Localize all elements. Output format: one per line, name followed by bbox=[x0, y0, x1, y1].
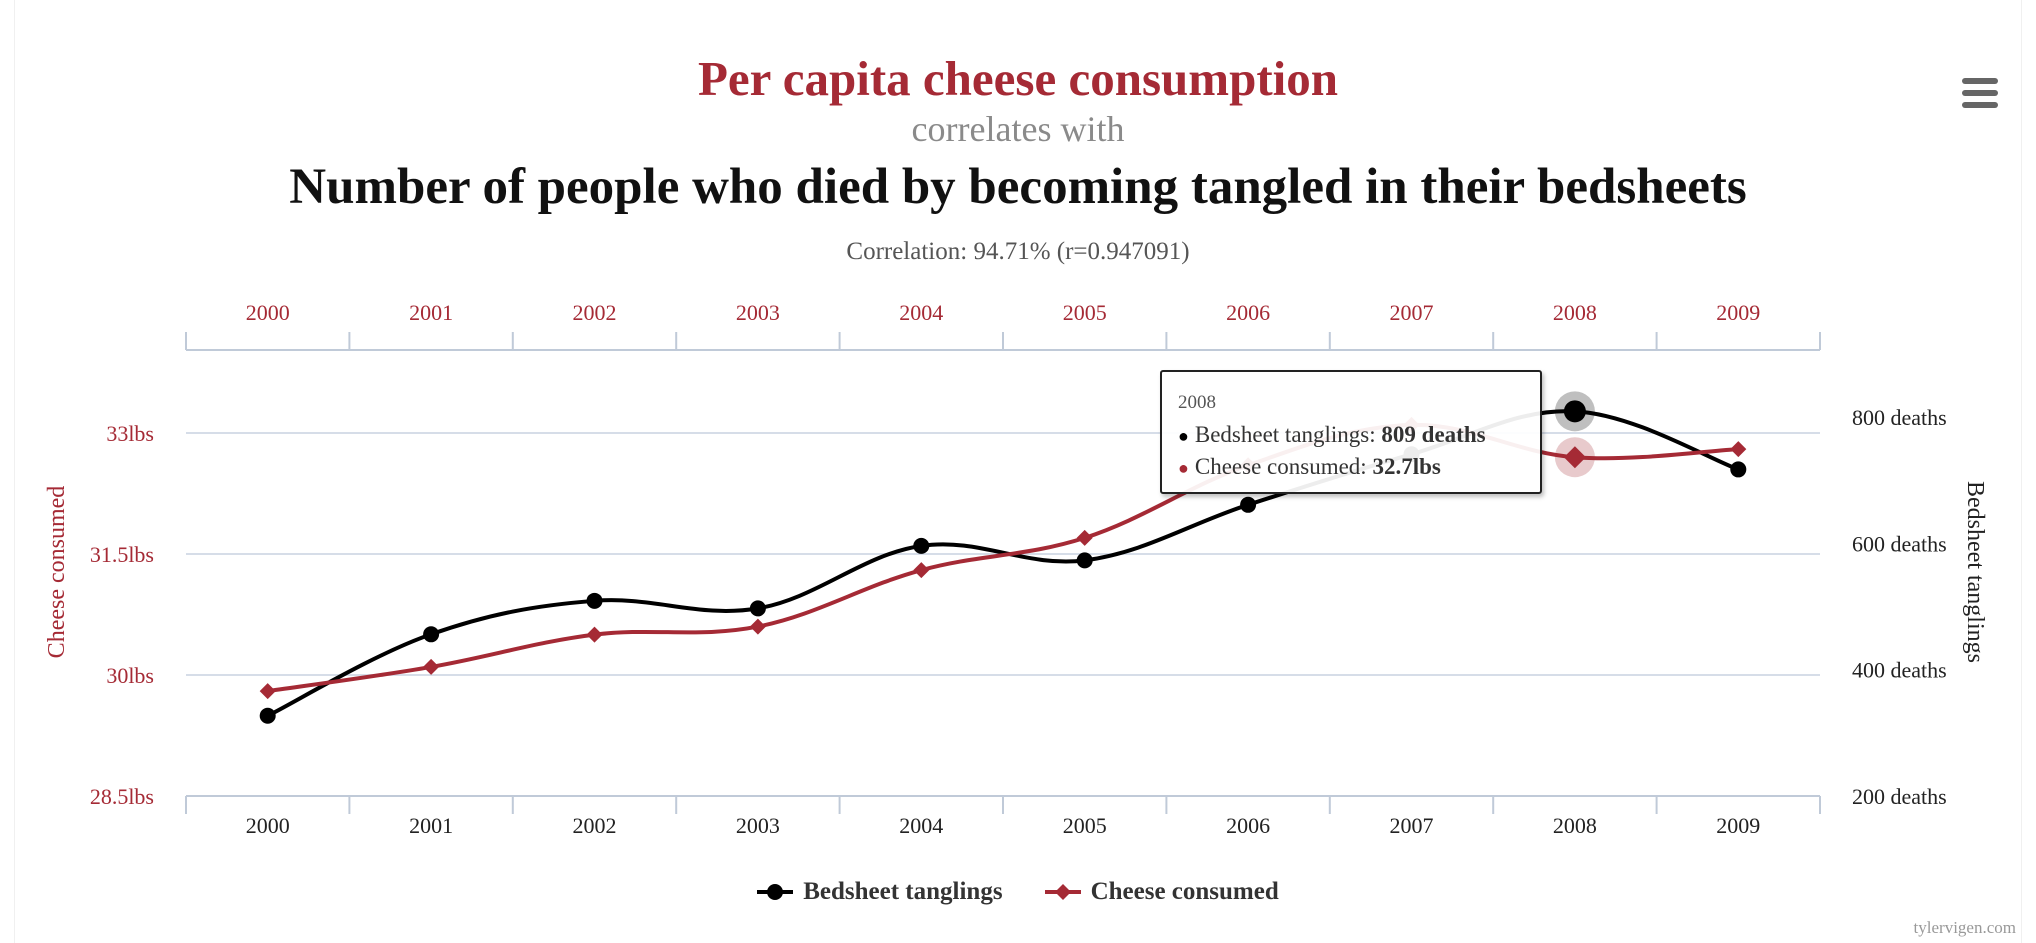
tooltip-cheese-row: ● Cheese consumed: 32.7lbs bbox=[1178, 454, 1540, 480]
data-point-cheese[interactable] bbox=[1563, 446, 1586, 469]
data-point-cheese[interactable] bbox=[259, 683, 276, 700]
x-tick-label: 2001 bbox=[409, 813, 453, 838]
legend-cheese-label: Cheese consumed bbox=[1090, 878, 1279, 905]
x-top-tick-label: 2009 bbox=[1716, 300, 1760, 325]
tooltip-bedsheet-label: Bedsheet tanglings: bbox=[1194, 422, 1382, 447]
chart-title-secondary: Number of people who died by becoming ta… bbox=[289, 159, 1747, 215]
x-top-tick-label: 2004 bbox=[899, 300, 943, 325]
x-tick-label: 2000 bbox=[246, 813, 290, 838]
data-point-bedsheet[interactable] bbox=[586, 592, 603, 609]
right-tick-label: 600 deaths bbox=[1852, 531, 1947, 556]
chart-subtitle: correlates with bbox=[911, 109, 1125, 149]
x-tick-label: 2004 bbox=[899, 813, 943, 838]
tooltip-bedsheet-row: ● Bedsheet tanglings: 809 deaths bbox=[1178, 422, 1540, 448]
x-top-tick-label: 2002 bbox=[573, 300, 617, 325]
data-point-cheese[interactable] bbox=[1730, 441, 1747, 458]
tooltip-year: 2008 bbox=[1178, 392, 1216, 413]
x-top-tick-label: 2008 bbox=[1553, 300, 1597, 325]
left-tick-label: 31.5lbs bbox=[90, 542, 154, 567]
data-point-bedsheet[interactable] bbox=[749, 600, 766, 617]
x-top-tick-label: 2003 bbox=[736, 300, 780, 325]
x-top-tick-label: 2000 bbox=[246, 300, 290, 325]
tooltip-cheese-label: Cheese consumed: bbox=[1194, 454, 1373, 479]
data-point-bedsheet[interactable] bbox=[913, 537, 930, 554]
menu-bar bbox=[1962, 78, 1998, 84]
right-tick-label: 400 deaths bbox=[1852, 658, 1947, 683]
tooltip-bedsheet-value: 809 deaths bbox=[1381, 422, 1486, 447]
legend-item-bedsheet[interactable]: Bedsheet tanglings bbox=[757, 878, 1003, 906]
left-tick-label: 28.5lbs bbox=[90, 784, 154, 809]
data-point-cheese[interactable] bbox=[586, 626, 603, 643]
chart-legend: Bedsheet tanglings Cheese consumed bbox=[0, 876, 2036, 908]
data-point-cheese[interactable] bbox=[749, 618, 766, 635]
right-tick-label: 200 deaths bbox=[1852, 784, 1947, 809]
left-tick-label: 33lbs bbox=[106, 421, 154, 446]
tooltip-cheese-dot-icon: ● bbox=[1178, 458, 1189, 478]
data-point-bedsheet[interactable] bbox=[423, 626, 440, 643]
x-tick-label: 2003 bbox=[736, 813, 780, 838]
data-point-cheese[interactable] bbox=[913, 562, 930, 579]
data-point-bedsheet[interactable] bbox=[1076, 552, 1093, 569]
correlation-text: Correlation: 94.71% (r=0.947091) bbox=[846, 238, 1190, 265]
data-point-bedsheet[interactable] bbox=[259, 707, 276, 724]
x-tick-label: 2009 bbox=[1716, 813, 1760, 838]
chart-title: Per capita cheese consumption bbox=[697, 51, 1339, 106]
tooltip-bedsheet-dot-icon: ● bbox=[1178, 426, 1189, 446]
data-point-bedsheet[interactable] bbox=[1563, 400, 1586, 423]
legend-bedsheet-marker-icon bbox=[757, 884, 794, 900]
left-axis-title: Cheese consumed bbox=[44, 486, 70, 659]
x-tick-label: 2006 bbox=[1226, 813, 1270, 838]
chart-frame bbox=[14, 0, 2022, 943]
x-tick-label: 2008 bbox=[1553, 813, 1597, 838]
right-axis-title: Bedsheet tanglings bbox=[1962, 481, 1988, 663]
x-top-tick-label: 2005 bbox=[1063, 300, 1107, 325]
x-tick-label: 2007 bbox=[1390, 813, 1434, 838]
legend-cheese-marker-icon bbox=[1044, 884, 1081, 900]
data-point-bedsheet[interactable] bbox=[1240, 496, 1257, 513]
menu-bar bbox=[1962, 102, 1998, 108]
right-tick-label: 800 deaths bbox=[1852, 405, 1947, 430]
data-point-cheese[interactable] bbox=[423, 658, 440, 675]
x-tick-label: 2005 bbox=[1063, 813, 1107, 838]
x-top-tick-label: 2006 bbox=[1226, 300, 1270, 325]
tooltip-cheese-value: 32.7lbs bbox=[1372, 454, 1441, 479]
data-point-bedsheet[interactable] bbox=[1730, 461, 1747, 478]
legend-item-cheese[interactable]: Cheese consumed bbox=[1044, 878, 1279, 906]
credit-text: tylervigen.com bbox=[1913, 918, 2016, 937]
x-top-tick-label: 2001 bbox=[409, 300, 453, 325]
data-point-cheese[interactable] bbox=[1076, 529, 1093, 546]
hamburger-menu-icon[interactable] bbox=[1960, 74, 2000, 112]
left-tick-label: 30lbs bbox=[106, 663, 154, 688]
x-top-tick-label: 2007 bbox=[1390, 300, 1434, 325]
legend-bedsheet-label: Bedsheet tanglings bbox=[803, 878, 1003, 905]
chart-tooltip: 2008 ● Bedsheet tanglings: 809 deaths ● Ch… bbox=[1160, 370, 1542, 494]
menu-bar bbox=[1962, 90, 1998, 96]
x-tick-label: 2002 bbox=[573, 813, 617, 838]
